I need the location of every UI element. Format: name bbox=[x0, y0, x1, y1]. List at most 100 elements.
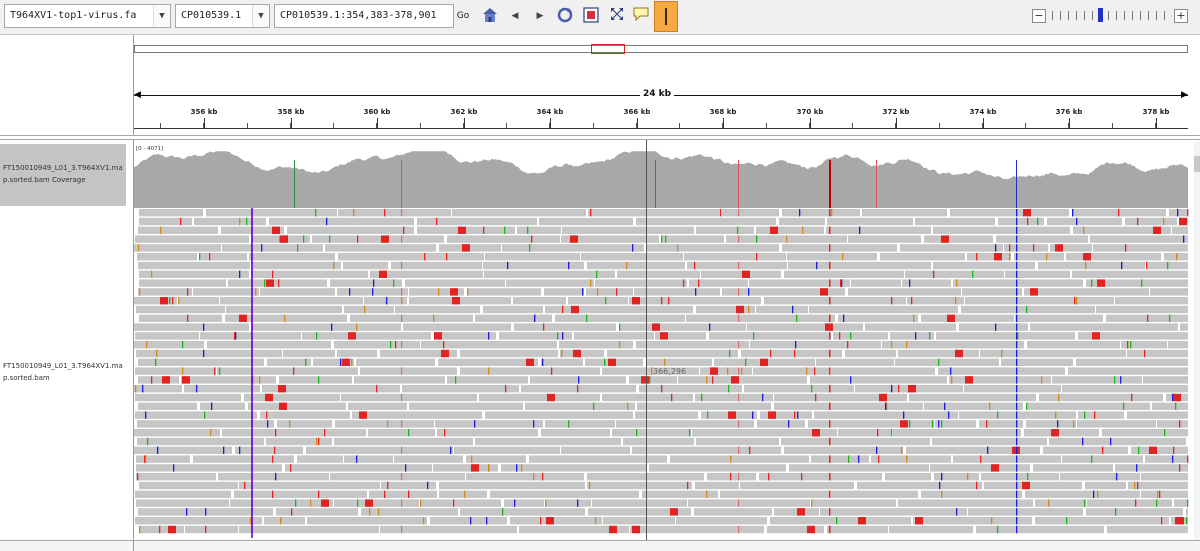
coverage-area[interactable] bbox=[134, 151, 1188, 208]
aligned-read[interactable] bbox=[1157, 420, 1188, 428]
aligned-read[interactable] bbox=[885, 473, 931, 481]
aligned-read[interactable] bbox=[1141, 473, 1188, 481]
aligned-read[interactable] bbox=[1004, 244, 1048, 252]
aligned-read[interactable] bbox=[194, 217, 266, 226]
aligned-read[interactable] bbox=[228, 279, 327, 287]
aligned-read[interactable] bbox=[934, 473, 979, 481]
aligned-read[interactable] bbox=[193, 455, 294, 463]
aligned-read[interactable] bbox=[586, 288, 633, 296]
aligned-read[interactable] bbox=[959, 323, 1028, 331]
aligned-read[interactable] bbox=[370, 270, 483, 278]
zoom-tick[interactable] bbox=[1148, 11, 1149, 20]
aligned-read[interactable] bbox=[1035, 499, 1086, 507]
aligned-read[interactable] bbox=[541, 429, 610, 437]
aligned-read[interactable] bbox=[276, 508, 358, 516]
aligned-read[interactable] bbox=[949, 376, 1051, 384]
zoom-tick[interactable] bbox=[1116, 11, 1117, 20]
aligned-read[interactable] bbox=[181, 376, 276, 384]
aligned-read[interactable] bbox=[933, 261, 1035, 270]
vertical-scrollbar[interactable] bbox=[1194, 142, 1200, 540]
aligned-read[interactable] bbox=[136, 499, 229, 507]
aligned-read[interactable] bbox=[452, 209, 586, 217]
aligned-read[interactable] bbox=[1078, 332, 1188, 340]
aligned-read[interactable] bbox=[833, 332, 888, 340]
aligned-read[interactable] bbox=[1033, 464, 1113, 472]
aligned-read[interactable] bbox=[747, 323, 863, 331]
aligned-read[interactable] bbox=[1172, 226, 1188, 234]
aligned-read[interactable] bbox=[757, 420, 805, 428]
zoom-in-button[interactable]: + bbox=[1174, 9, 1188, 23]
aligned-read[interactable] bbox=[267, 358, 311, 366]
aligned-read[interactable] bbox=[439, 481, 585, 490]
aligned-read[interactable] bbox=[774, 393, 907, 402]
aligned-read[interactable] bbox=[1026, 402, 1150, 410]
aligned-read[interactable] bbox=[1043, 446, 1128, 454]
aligned-read[interactable] bbox=[1115, 297, 1188, 305]
aligned-read[interactable] bbox=[623, 437, 694, 446]
aligned-read[interactable] bbox=[831, 490, 918, 498]
aligned-read[interactable] bbox=[616, 420, 754, 428]
aligned-read[interactable] bbox=[935, 420, 976, 428]
aligned-read[interactable] bbox=[1026, 420, 1076, 428]
aligned-read[interactable] bbox=[269, 217, 414, 226]
aligned-read[interactable] bbox=[139, 270, 249, 278]
aligned-read[interactable] bbox=[200, 402, 245, 410]
refresh-icon[interactable] bbox=[555, 6, 575, 26]
center-line-toggle[interactable] bbox=[654, 1, 678, 32]
aligned-read[interactable] bbox=[139, 314, 222, 322]
aligned-read[interactable] bbox=[541, 358, 583, 366]
aligned-read[interactable] bbox=[460, 349, 558, 358]
aligned-read[interactable] bbox=[136, 473, 216, 481]
aligned-read[interactable] bbox=[559, 341, 633, 349]
aligned-read[interactable] bbox=[661, 235, 724, 243]
aligned-read[interactable] bbox=[1062, 455, 1143, 463]
aligned-read[interactable] bbox=[1086, 508, 1183, 516]
aligned-read[interactable] bbox=[306, 446, 453, 454]
aligned-read[interactable] bbox=[959, 411, 1076, 419]
aligned-read[interactable] bbox=[544, 288, 584, 296]
aligned-read[interactable] bbox=[409, 288, 464, 296]
aligned-read[interactable] bbox=[602, 393, 693, 402]
aligned-read[interactable] bbox=[1024, 429, 1099, 437]
aligned-read[interactable] bbox=[1086, 279, 1188, 287]
aligned-read[interactable] bbox=[350, 314, 473, 322]
aligned-read[interactable] bbox=[630, 525, 764, 534]
aligned-read[interactable] bbox=[688, 499, 810, 507]
aligned-read[interactable] bbox=[741, 349, 842, 358]
aligned-read[interactable] bbox=[434, 332, 496, 340]
aligned-read[interactable] bbox=[561, 235, 659, 243]
aligned-read[interactable] bbox=[313, 358, 354, 366]
coverage-track[interactable] bbox=[134, 142, 1192, 208]
aligned-read[interactable] bbox=[485, 411, 633, 419]
aligned-read[interactable] bbox=[420, 499, 501, 507]
aligned-read[interactable] bbox=[826, 226, 931, 234]
zoom-tick[interactable] bbox=[1124, 11, 1125, 20]
aligned-read[interactable] bbox=[889, 525, 973, 534]
aligned-read[interactable] bbox=[1049, 437, 1186, 446]
aligned-read[interactable] bbox=[402, 385, 519, 393]
aligned-read[interactable] bbox=[689, 279, 748, 287]
aligned-read[interactable] bbox=[722, 288, 845, 296]
aligned-read[interactable] bbox=[695, 393, 773, 402]
aligned-read[interactable] bbox=[466, 455, 526, 463]
aligned-read[interactable] bbox=[178, 297, 219, 305]
aligned-read[interactable] bbox=[139, 525, 184, 534]
aligned-read[interactable] bbox=[1035, 517, 1169, 525]
aligned-read[interactable] bbox=[612, 429, 691, 437]
aligned-read[interactable] bbox=[562, 226, 694, 234]
aligned-read[interactable] bbox=[1141, 490, 1188, 498]
aligned-read[interactable] bbox=[361, 508, 458, 516]
aligned-read[interactable] bbox=[138, 402, 197, 410]
coverage-variant-bar[interactable] bbox=[655, 160, 656, 208]
aligned-read[interactable] bbox=[827, 525, 888, 534]
aligned-read[interactable] bbox=[707, 473, 756, 481]
aligned-read[interactable] bbox=[629, 376, 677, 384]
aligned-read[interactable] bbox=[334, 437, 473, 446]
aligned-read[interactable] bbox=[967, 253, 1011, 261]
aligned-read[interactable] bbox=[619, 323, 746, 331]
aligned-read[interactable] bbox=[467, 288, 541, 296]
aligned-read[interactable] bbox=[356, 358, 435, 366]
aligned-read[interactable] bbox=[909, 393, 1036, 402]
aligned-read[interactable] bbox=[555, 314, 685, 322]
aligned-read[interactable] bbox=[285, 464, 432, 472]
